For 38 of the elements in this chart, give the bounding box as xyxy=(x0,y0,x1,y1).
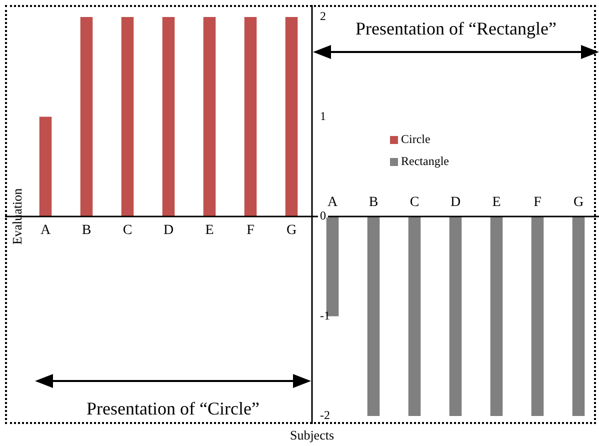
bar xyxy=(285,17,298,216)
annotation: Presentation of “Rectangle” xyxy=(356,18,556,39)
bar xyxy=(449,216,462,416)
y-tick-label: -2 xyxy=(320,408,330,422)
x-tick-label: C xyxy=(410,195,420,210)
y-tick-label: 2 xyxy=(320,9,326,24)
x-tick-label: A xyxy=(327,195,338,210)
x-tick-label: B xyxy=(82,223,92,238)
bar xyxy=(367,216,380,416)
x-tick-label: G xyxy=(286,223,297,238)
legend-label: Rectangle xyxy=(401,154,449,168)
bar xyxy=(531,216,544,416)
bar xyxy=(408,216,421,416)
y-tick-label: 1 xyxy=(320,108,326,123)
x-axis-title: Subjects xyxy=(290,427,334,442)
bar xyxy=(490,216,503,416)
x-tick-label: E xyxy=(492,195,501,210)
annotation: Presentation of “Circle” xyxy=(86,398,260,419)
y-axis-title: Evaluation xyxy=(9,188,24,245)
x-tick-label: D xyxy=(163,223,174,238)
y-tick-label: 0 xyxy=(320,208,326,223)
y-tick-label: -1 xyxy=(320,308,330,322)
x-tick-label: D xyxy=(450,195,461,210)
legend-label: Circle xyxy=(401,132,430,146)
x-tick-label: G xyxy=(573,195,584,210)
bar xyxy=(244,17,257,216)
bar xyxy=(203,17,216,216)
x-tick-label: F xyxy=(534,195,542,210)
x-tick-label: A xyxy=(40,223,52,238)
x-tick-label: C xyxy=(122,223,132,238)
x-tick-label: E xyxy=(205,223,214,238)
x-tick-label: F xyxy=(246,223,255,238)
bar xyxy=(162,17,175,216)
bar xyxy=(39,116,52,216)
x-tick-label: B xyxy=(368,195,378,210)
bar xyxy=(121,17,134,216)
bar xyxy=(80,17,93,216)
bar xyxy=(572,216,585,416)
